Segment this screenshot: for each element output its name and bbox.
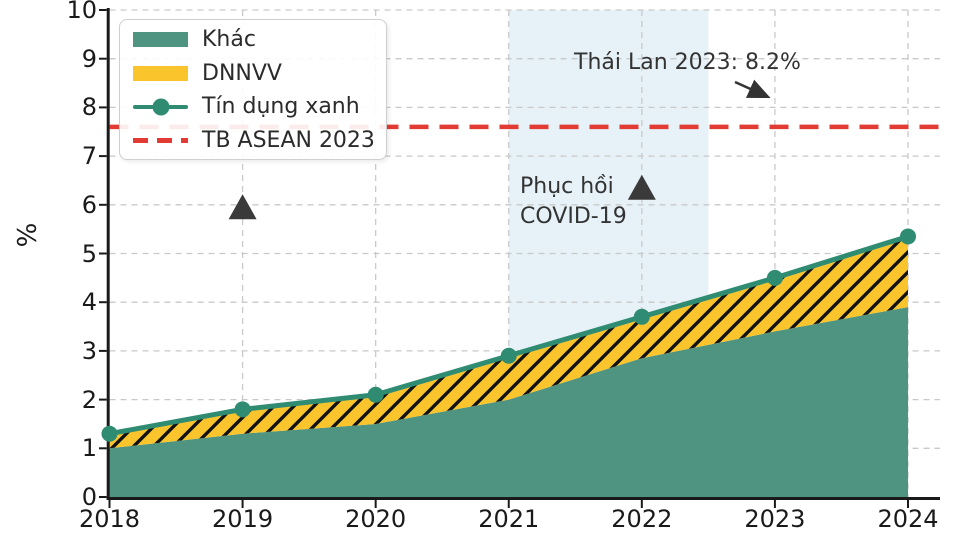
annotation-arrow [734,79,771,99]
x-tick-label-2021: 2021 [478,505,540,533]
x-tick-label-2018: 2018 [78,505,141,533]
x-tick-label-2024: 2024 [877,505,939,533]
y-tick-label-0: 0 [81,483,97,511]
y-tick-label-9: 9 [81,44,97,73]
legend: Khác DNNVV Tín dụng xanh TB ASEAN 2023 [119,19,387,160]
y-tick-label-7: 7 [81,142,97,171]
axis-spines [106,8,940,500]
x-tick-label-2022: 2022 [611,505,673,533]
y-tick-label-4: 4 [81,288,97,317]
area-dnnvv [109,236,908,449]
legend-swatch-dnnvv [133,65,188,81]
y-tick-label-10: 10 [66,0,97,24]
y-tick-label-2: 2 [81,385,97,414]
hatch-overlay [109,236,908,449]
annotation-covid-line1: Phục hồi [520,174,614,199]
y-tick-label-3: 3 [81,336,97,365]
legend-label-khac: Khác [202,27,256,53]
annotation-covid-line2: COVID-19 [520,204,627,229]
legend-label-tb-asean: TB ASEAN 2023 [202,127,375,153]
legend-item-tin-dung-xanh: Tín dụng xanh [133,90,386,124]
y-axis-label: % [13,222,43,248]
legend-swatch-line-marker [133,98,188,116]
legend-swatch-dashed-red [133,138,188,143]
annotation-covid-recovery: Phục hồi COVID-19 [520,172,627,232]
legend-label-dnnvv: DNNVV [202,60,282,86]
legend-item-dnnvv: DNNVV [133,57,386,91]
area-khac [109,307,908,497]
legend-label-tin-dung-xanh: Tín dụng xanh [202,94,360,120]
trend-markers [101,228,916,442]
legend-item-tb-asean: TB ASEAN 2023 [133,124,386,158]
tick-marks [99,9,909,508]
legend-swatch-khac [133,32,188,48]
y-tick-label-5: 5 [81,239,97,268]
y-tick-label-8: 8 [81,93,97,122]
x-tick-label-2023: 2023 [744,505,806,533]
y-tick-label-6: 6 [81,190,97,219]
x-tick-label-2020: 2020 [345,505,407,533]
x-tick-label-2019: 2019 [212,505,274,533]
annotation-thailand: Thái Lan 2023: 8.2% [574,50,801,75]
y-tick-label-1: 1 [81,434,97,463]
event-triangles [228,174,656,220]
legend-item-khac: Khác [133,23,386,57]
